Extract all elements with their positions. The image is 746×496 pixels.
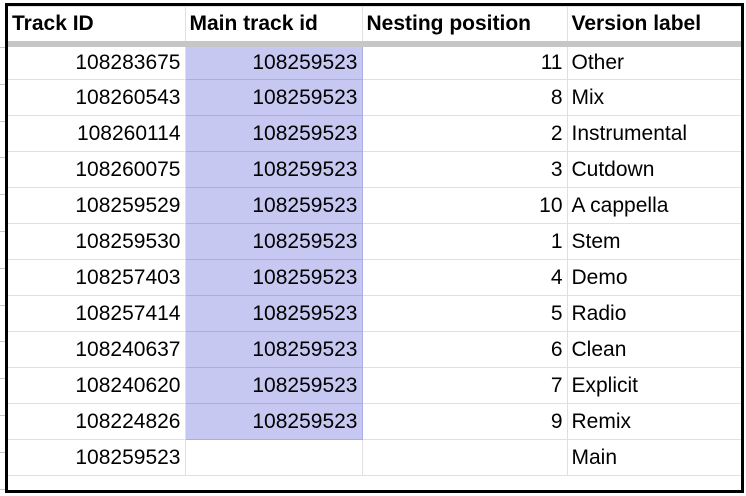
cell-version-label[interactable]: Stem: [566, 223, 741, 260]
spreadsheet-range: Track ID Main track id Nesting position …: [5, 3, 744, 493]
cell-nesting-position[interactable]: 9: [361, 403, 568, 440]
cell-version-label[interactable]: Radio: [566, 295, 741, 332]
cell-nesting-position[interactable]: 5: [361, 295, 568, 332]
cell-nesting-position[interactable]: 1: [361, 223, 568, 260]
table-row: 108259529 108259523 10 A cappella: [8, 187, 741, 224]
cell-version-label[interactable]: Cutdown: [566, 151, 741, 188]
cell-main-track-id[interactable]: 108259523: [184, 115, 363, 152]
cell-track-id[interactable]: 108260075: [8, 151, 186, 188]
row-gutter-line: [0, 83, 6, 85]
cell-nesting-position[interactable]: 8: [361, 79, 568, 116]
table-row: 108240637 108259523 6 Clean: [8, 331, 741, 368]
cell-nesting-position[interactable]: 11: [361, 43, 568, 80]
cell-main-track-id[interactable]: 108259523: [184, 79, 363, 116]
cell-version-label[interactable]: Instrumental: [566, 115, 741, 152]
cell-nesting-position[interactable]: [361, 439, 568, 476]
row-gutter-line: [0, 415, 6, 416]
table-row: 108283675 108259523 11 Other: [8, 43, 741, 80]
cell-main-track-id[interactable]: 108259523: [184, 223, 363, 260]
cell-version-label[interactable]: Mix: [566, 79, 741, 116]
cell-version-label[interactable]: A cappella: [566, 187, 741, 224]
cell-track-id[interactable]: 108240620: [8, 367, 186, 404]
cell-version-label[interactable]: Other: [566, 43, 741, 80]
cell-nesting-position[interactable]: 4: [361, 259, 568, 296]
cell-track-id[interactable]: 108257403: [8, 259, 186, 296]
row-gutter-line: [0, 194, 6, 196]
header-nesting-position[interactable]: Nesting position: [361, 6, 568, 47]
cell-nesting-position[interactable]: 10: [361, 187, 568, 224]
row-gutter-line: [0, 451, 6, 453]
cell-track-id[interactable]: 108224826: [8, 403, 186, 440]
cell-version-label[interactable]: Demo: [566, 259, 741, 296]
table-row: 108240620 108259523 7 Explicit: [8, 367, 741, 404]
cell-main-track-id[interactable]: 108259523: [184, 295, 363, 332]
table-row: 108259530 108259523 1 Stem: [8, 223, 741, 260]
row-gutter-line: [0, 231, 6, 232]
row-gutter-line: [0, 488, 6, 490]
cell-track-id[interactable]: 108259530: [8, 223, 186, 260]
cell-track-id[interactable]: 108283675: [8, 43, 186, 80]
cell-track-id[interactable]: 108259523: [8, 439, 186, 476]
cell-main-track-id[interactable]: 108259523: [184, 151, 363, 188]
cell-nesting-position[interactable]: 6: [361, 331, 568, 368]
table-row: 108260543 108259523 8 Mix: [8, 79, 741, 116]
row-gutter-line: [0, 120, 6, 122]
table-row: 108260114 108259523 2 Instrumental: [8, 115, 741, 152]
header-version-label[interactable]: Version label: [566, 6, 741, 47]
table-row: 108257414 108259523 5 Radio: [8, 295, 741, 332]
cell-version-label[interactable]: Remix: [566, 403, 741, 440]
row-gutter-line: [0, 267, 6, 269]
cell-track-id[interactable]: 108260543: [8, 79, 186, 116]
row-gutter-line: [0, 378, 6, 380]
cell-version-label[interactable]: Clean: [566, 331, 741, 368]
row-gutter-line: [0, 304, 6, 306]
row-gutter-line: [0, 341, 6, 343]
cell-track-id[interactable]: 108257414: [8, 295, 186, 332]
table-row: 108260075 108259523 3 Cutdown: [8, 151, 741, 188]
cell-main-track-id[interactable]: 108259523: [184, 43, 363, 80]
tracks-table: Track ID Main track id Nesting position …: [8, 6, 741, 476]
cell-track-id[interactable]: 108260114: [8, 115, 186, 152]
row-gutter-line: [0, 157, 6, 159]
header-track-id[interactable]: Track ID: [8, 6, 186, 47]
row-gutter-line: [0, 47, 6, 48]
cell-main-track-id[interactable]: 108259523: [184, 187, 363, 224]
cell-version-label[interactable]: Main: [566, 439, 741, 476]
cell-track-id[interactable]: 108240637: [8, 331, 186, 368]
cell-main-track-id[interactable]: 108259523: [184, 259, 363, 296]
cell-nesting-position[interactable]: 2: [361, 115, 568, 152]
cell-main-track-id[interactable]: 108259523: [184, 367, 363, 404]
table-row: 108259523 Main: [8, 439, 741, 476]
row-gutter: [0, 0, 6, 496]
cell-main-track-id[interactable]: [184, 439, 363, 476]
cell-main-track-id[interactable]: 108259523: [184, 403, 363, 440]
header-row: Track ID Main track id Nesting position …: [8, 6, 741, 47]
header-main-track-id[interactable]: Main track id: [184, 6, 363, 47]
cell-nesting-position[interactable]: 7: [361, 367, 568, 404]
table-row: 108224826 108259523 9 Remix: [8, 403, 741, 440]
cell-track-id[interactable]: 108259529: [8, 187, 186, 224]
cell-main-track-id[interactable]: 108259523: [184, 331, 363, 368]
cell-nesting-position[interactable]: 3: [361, 151, 568, 188]
cell-version-label[interactable]: Explicit: [566, 367, 741, 404]
table-row: 108257403 108259523 4 Demo: [8, 259, 741, 296]
